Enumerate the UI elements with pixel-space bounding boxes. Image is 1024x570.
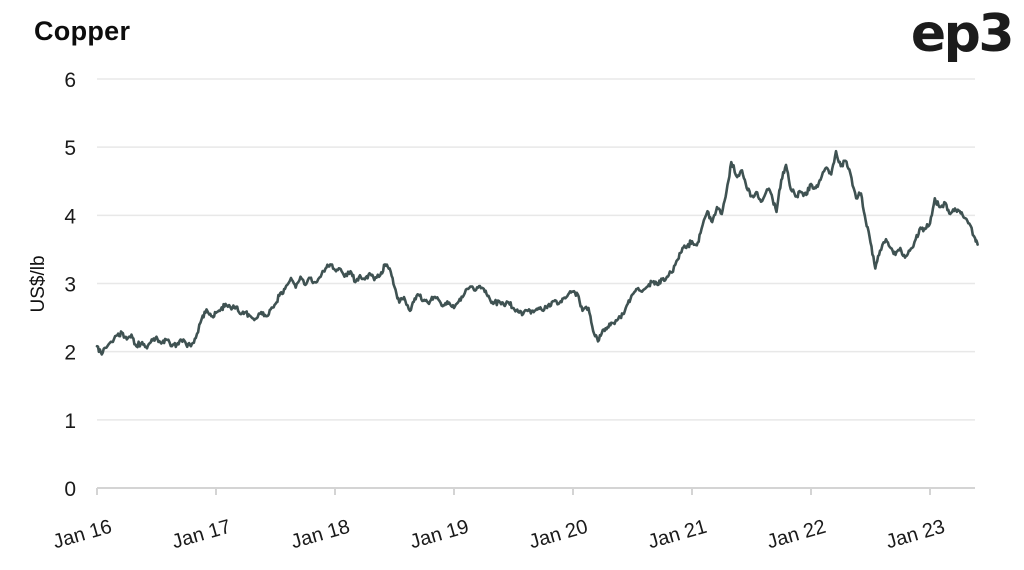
copper-price-series-line	[95, 149, 979, 356]
x-tick-label-Jan-23: Jan 23	[884, 516, 948, 554]
x-tick-label-Jan-17: Jan 17	[170, 516, 234, 554]
y-axis-title: US$/lb	[28, 255, 49, 312]
y-tick-label-2: 2	[64, 342, 76, 365]
x-tick-label-Jan-21: Jan 21	[646, 516, 710, 554]
x-tick-label-Jan-18: Jan 18	[289, 516, 353, 554]
y-tick-label-4: 4	[64, 205, 76, 228]
x-tick-label-Jan-19: Jan 19	[408, 516, 472, 554]
y-tick-label-0: 0	[64, 478, 76, 501]
y-tick-label-3: 3	[64, 273, 76, 296]
ep3-logo: ep3	[910, 4, 1015, 64]
x-tick-label-Jan-16: Jan 16	[51, 516, 115, 554]
page-title: Copper	[34, 16, 131, 46]
x-tick-label-Jan-22: Jan 22	[765, 516, 829, 554]
y-tick-label-6: 6	[64, 69, 76, 92]
x-tick-label-Jan-20: Jan 20	[527, 516, 591, 554]
y-tick-label-5: 5	[64, 137, 76, 160]
y-tick-label-1: 1	[64, 410, 76, 433]
